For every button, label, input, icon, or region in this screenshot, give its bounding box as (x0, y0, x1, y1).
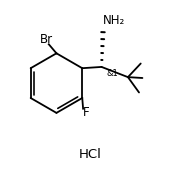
Text: HCl: HCl (79, 148, 102, 161)
Text: Br: Br (40, 33, 53, 46)
Text: &1: &1 (107, 69, 118, 78)
Text: NH₂: NH₂ (103, 15, 125, 28)
Text: F: F (83, 106, 89, 119)
